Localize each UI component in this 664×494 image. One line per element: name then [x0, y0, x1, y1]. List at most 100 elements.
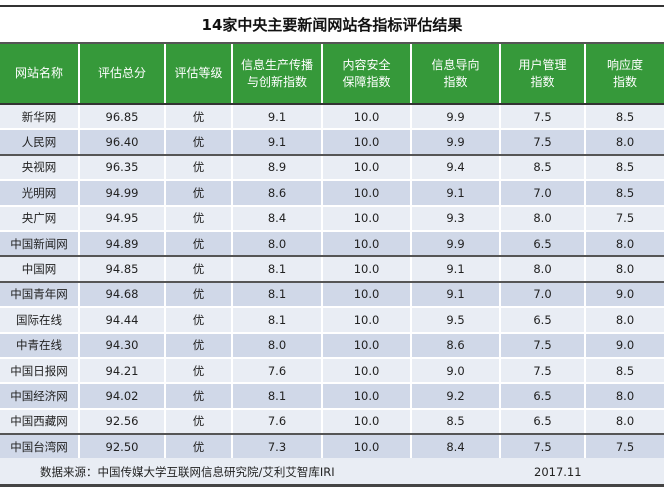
- table-cell: 中国日报网: [0, 357, 79, 385]
- table-cell: 9.1: [231, 104, 322, 131]
- table-cell: 国际在线: [0, 307, 79, 334]
- table-cell: 8.1: [231, 383, 322, 410]
- table-cell: 10.0: [321, 104, 411, 131]
- table-cell: 8.0: [584, 230, 664, 258]
- table-cell: 优: [164, 129, 232, 156]
- table-cell: 10.0: [321, 281, 411, 309]
- column-header: 评估等级: [164, 42, 232, 105]
- table-cell: 7.5: [499, 434, 585, 461]
- table-row: 中国西藏网 92.56 优 7.6 10.0 8.5 6.5 8.0: [0, 408, 664, 436]
- column-header-line: 内容安全: [342, 57, 391, 72]
- table-cell: 7.5: [499, 332, 585, 359]
- table-cell: 优: [164, 154, 232, 182]
- table-cell: 央视网: [0, 154, 79, 182]
- table-cell: 6.5: [499, 307, 585, 334]
- table-row: 中国台湾网 92.50 优 7.3 10.0 8.4 7.5 7.5: [0, 434, 664, 461]
- column-header-line: 信息生产传播: [240, 57, 313, 72]
- table-cell: 中国新闻网: [0, 230, 79, 258]
- table-row: 新华网 96.85 优 9.1 10.0 9.9 7.5 8.5: [0, 104, 664, 131]
- table-cell: 6.5: [499, 383, 585, 410]
- table-cell: 优: [164, 230, 232, 258]
- table-cell: 7.0: [499, 281, 585, 309]
- table-title: 14家中央主要新闻网站各指标评估结果: [201, 16, 463, 34]
- table-cell: 9.0: [584, 332, 664, 359]
- table-cell: 9.1: [410, 256, 500, 283]
- table-cell: 94.30: [78, 332, 165, 359]
- table-cell: 94.44: [78, 307, 165, 334]
- table-cell: 7.5: [584, 205, 664, 232]
- column-header: 响应度 指数: [584, 42, 664, 105]
- table-cell: 中国经济网: [0, 383, 79, 410]
- table-cell: 8.0: [584, 408, 664, 436]
- table-cell: 7.5: [499, 357, 585, 385]
- table-cell: 94.95: [78, 205, 165, 232]
- table-cell: 8.0: [584, 383, 664, 410]
- table-cell: 光明网: [0, 180, 79, 207]
- table-cell: 9.2: [410, 383, 500, 410]
- column-header-line: 与创新指数: [246, 74, 307, 89]
- table-cell: 8.6: [410, 332, 500, 359]
- table-cell: 96.85: [78, 104, 165, 131]
- table-cell: 9.4: [410, 154, 500, 182]
- table-cell: 新华网: [0, 104, 79, 131]
- table-cell: 10.0: [321, 205, 411, 232]
- table-cell: 94.85: [78, 256, 165, 283]
- table-cell: 优: [164, 281, 232, 309]
- table-cell: 94.99: [78, 180, 165, 207]
- table-cell: 优: [164, 408, 232, 436]
- table-cell: 8.0: [584, 129, 664, 156]
- column-header: 信息生产传播 与创新指数: [231, 42, 322, 105]
- table-cell: 10.0: [321, 256, 411, 283]
- table-row: 中国青年网 94.68 优 8.1 10.0 9.1 7.0 9.0: [0, 281, 664, 309]
- table-cell: 8.5: [584, 357, 664, 385]
- table-cell: 优: [164, 332, 232, 359]
- column-header: 内容安全 保障指数: [321, 42, 411, 105]
- table-cell: 9.1: [410, 180, 500, 207]
- header-row: 网站名称 评估总分 评估等级 信息生产传播 与创新指数 内容安全 保障指数 信息导向 指数 用户管…: [0, 42, 664, 105]
- column-header-line: 指数: [530, 74, 555, 89]
- footer: 数据来源：中国传媒大学互联网信息研究院/艾利艾智库IRI 2017.11: [0, 458, 664, 487]
- table-cell: 9.0: [410, 357, 500, 385]
- table-cell: 10.0: [321, 383, 411, 410]
- table-cell: 94.02: [78, 383, 165, 410]
- table-cell: 中国台湾网: [0, 434, 79, 461]
- column-header: 用户管理 指数: [499, 42, 585, 105]
- table-cell: 优: [164, 434, 232, 461]
- column-header-line: 评估等级: [174, 66, 223, 80]
- column-header-line: 信息导向: [431, 57, 480, 72]
- table-cell: 中青在线: [0, 332, 79, 359]
- table-cell: 9.3: [410, 205, 500, 232]
- table-cell: 优: [164, 104, 232, 131]
- column-header-line: 指数: [612, 74, 637, 89]
- table-cell: 8.1: [231, 281, 322, 309]
- table-cell: 9.1: [410, 281, 500, 309]
- table-cell: 9.9: [410, 129, 500, 156]
- column-header: 信息导向 指数: [410, 42, 500, 105]
- table-cell: 9.0: [584, 281, 664, 309]
- table-cell: 优: [164, 256, 232, 283]
- table-cell: 8.4: [410, 434, 500, 461]
- table-cell: 8.5: [499, 154, 585, 182]
- column-header-line: 用户管理: [518, 57, 567, 72]
- table-row: 中国网 94.85 优 8.1 10.0 9.1 8.0 8.0: [0, 256, 664, 283]
- table-cell: 10.0: [321, 154, 411, 182]
- table-cell: 8.0: [499, 256, 585, 283]
- table-cell: 10.0: [321, 307, 411, 334]
- table-cell: 8.5: [410, 408, 500, 436]
- table-cell: 7.6: [231, 408, 322, 436]
- table-row: 人民网 96.40 优 9.1 10.0 9.9 7.5 8.0: [0, 129, 664, 156]
- table-cell: 7.6: [231, 357, 322, 385]
- table-cell: 8.0: [584, 307, 664, 334]
- table-cell: 94.89: [78, 230, 165, 258]
- table-cell: 10.0: [321, 357, 411, 385]
- table-cell: 优: [164, 383, 232, 410]
- table-cell: 10.0: [321, 408, 411, 436]
- table-cell: 中国网: [0, 256, 79, 283]
- column-header-line: 响应度: [606, 57, 643, 72]
- table-cell: 9.9: [410, 104, 500, 131]
- table-row: 国际在线 94.44 优 8.1 10.0 9.5 6.5 8.0: [0, 307, 664, 334]
- table-cell: 8.0: [584, 256, 664, 283]
- table-cell: 10.0: [321, 129, 411, 156]
- table-row: 央视网 96.35 优 8.9 10.0 9.4 8.5 8.5: [0, 154, 664, 182]
- column-header-line: 指数: [443, 74, 468, 89]
